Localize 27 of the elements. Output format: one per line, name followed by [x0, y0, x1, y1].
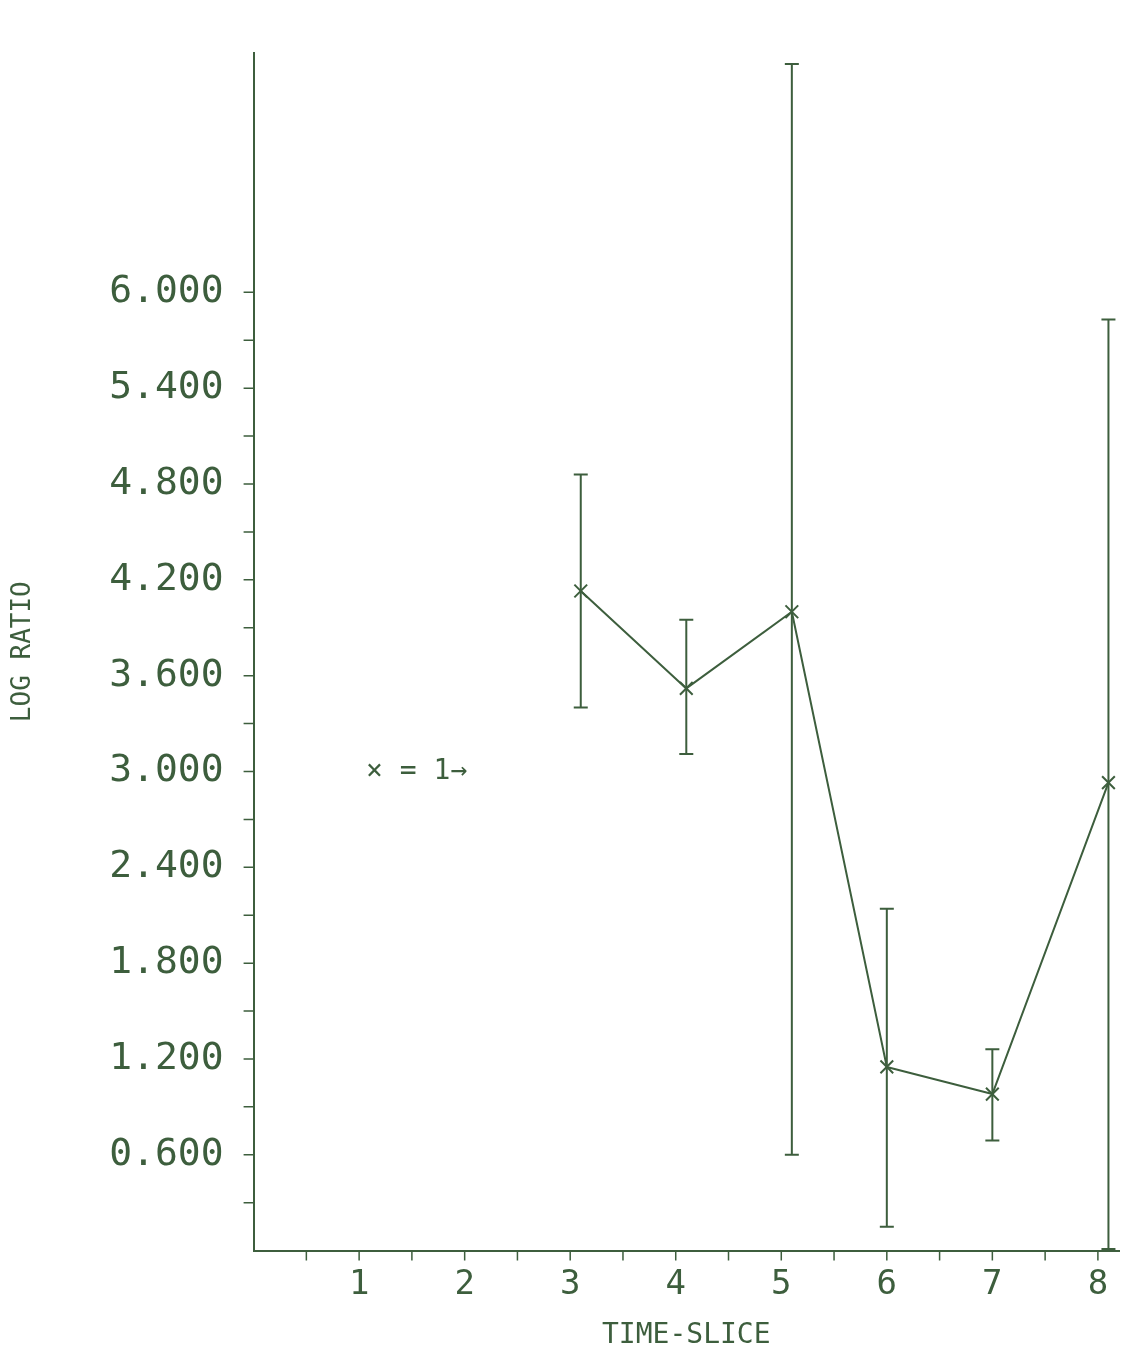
- y-tick-label: 1.800: [109, 938, 224, 982]
- annotation: × = 1→: [366, 752, 468, 786]
- y-tick-label: 2.400: [109, 842, 224, 887]
- point: [573, 583, 589, 599]
- point: [784, 604, 800, 620]
- y-tick-label: 3.600: [109, 650, 224, 695]
- y-tick-label: 4.800: [109, 458, 224, 503]
- x-tick-label: 1: [348, 1261, 370, 1302]
- y-tick-label: 4.200: [109, 554, 224, 599]
- y-tick-label: 1.200: [109, 1033, 224, 1078]
- x-tick-label: 4: [665, 1261, 686, 1302]
- x-tick-label: 5: [771, 1261, 792, 1302]
- y-axis-title: LOG RATIO: [6, 581, 37, 723]
- x-tick-label: 3: [559, 1261, 581, 1302]
- y-tick-label: 0.600: [109, 1129, 224, 1174]
- x-tick-label: 7: [982, 1261, 1003, 1302]
- y-tick-label: 5.400: [109, 363, 224, 408]
- x-tick-label: 6: [876, 1261, 898, 1302]
- point: [879, 1059, 895, 1075]
- x-tick-label: 2: [454, 1261, 475, 1302]
- point: [678, 681, 694, 696]
- point: [1101, 775, 1116, 791]
- point: [984, 1086, 1000, 1102]
- x-tick-label: 8: [1087, 1261, 1109, 1302]
- x-axis-title: TIME-SLICE: [602, 1317, 771, 1351]
- y-tick-label: 3.000: [109, 746, 224, 791]
- y-tick-label: 6.000: [109, 267, 224, 312]
